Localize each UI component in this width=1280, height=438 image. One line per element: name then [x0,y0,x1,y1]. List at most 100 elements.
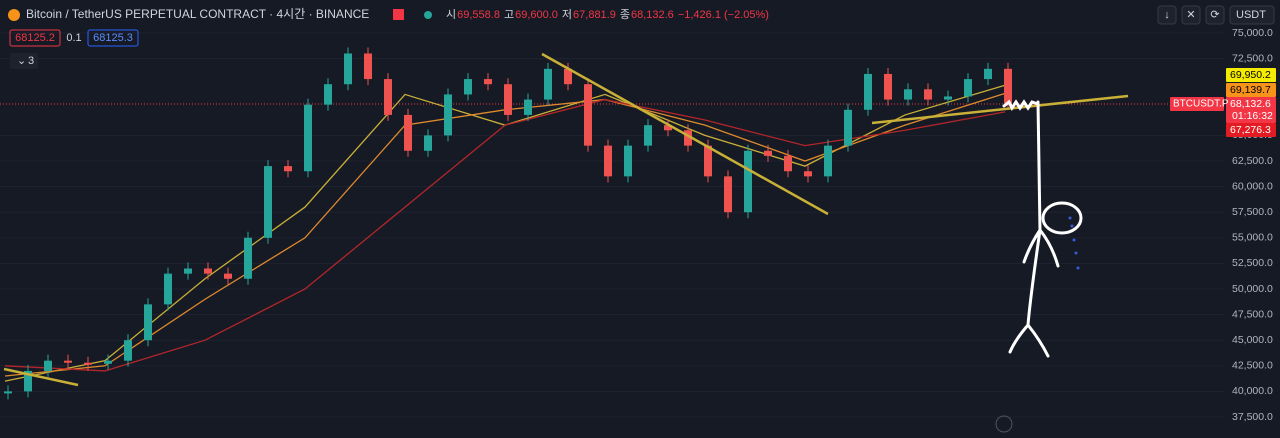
status-dot [424,11,432,19]
spread: 0.1 [66,32,81,44]
countdown: 01:16:32 [1232,110,1273,122]
candle [864,73,872,110]
price-tags: 69,950.2 69,139.7 68,132.601:16:32 67,276.3… [1170,68,1276,137]
candle [64,360,72,363]
candle [344,53,352,85]
sell-price[interactable]: 68125.2 [15,32,55,44]
price-tag-label: 67,276.3 [1230,124,1271,136]
candle [284,166,292,172]
candle [584,84,592,146]
candle [224,273,232,279]
ohlc-value: 69,600.0 [515,9,558,21]
price-tick-label: 57,500.0 [1232,206,1273,218]
trend-line [871,94,1129,125]
trend-line [3,367,79,387]
candle [424,135,432,151]
candle [84,362,92,365]
candle [364,53,372,80]
tool-button[interactable] [1157,5,1177,25]
icon: ⟳ [1210,9,1219,21]
candle [604,145,612,177]
price-tag [1226,83,1276,97]
price-tag [1226,68,1276,82]
price-tick-label: 55,000.0 [1232,232,1273,244]
candle [944,96,952,100]
replay-icon[interactable] [995,415,1013,433]
candle [664,125,672,131]
currency[interactable]: USDT [1236,9,1266,21]
ohlc-value: 69,558.8 [457,9,500,21]
candle [324,84,332,105]
tears [1068,216,1080,270]
ohlc-value: 67,881.9 [573,9,616,21]
figure-body [1002,99,1060,358]
candle [384,79,392,115]
tool-button[interactable] [1181,5,1201,25]
candle [164,273,172,305]
price-axis: 75,000.072,500.065,000.062,500.060,000.0… [1232,27,1273,423]
candle [404,114,412,151]
candle [524,99,532,115]
candle [844,109,852,146]
candle [124,340,132,361]
candle [784,155,792,172]
candle [964,79,972,97]
candle [624,145,632,177]
price-tick-label: 42,500.0 [1232,360,1273,372]
candle [464,79,472,95]
candle [4,391,12,394]
price-tick-label: 72,500.0 [1232,52,1273,64]
candle [44,360,52,371]
candle [924,89,932,100]
candle [484,79,492,85]
flag [393,9,404,20]
candle [704,145,712,177]
ohlc-label: 고 [504,9,514,21]
candle [204,268,212,274]
price-tag [1226,123,1276,137]
price-tick-label: 75,000.0 [1232,27,1273,39]
candle [984,68,992,80]
candle [304,104,312,172]
buy-price[interactable]: 68125.3 [93,32,133,44]
candle [264,166,272,238]
candle [184,268,192,274]
ohlc-label: 저 [562,8,572,21]
price-tick-label: 60,000.0 [1232,180,1273,192]
plot [0,32,1225,418]
ohlc-label: 시 [446,9,456,21]
candle [244,237,252,279]
tool-button[interactable] [1205,5,1225,25]
candle [684,130,692,146]
currency-button[interactable] [1229,5,1275,25]
price-tag [1226,97,1276,123]
trend-lines [3,52,1129,387]
price-tick-label: 52,500.0 [1232,257,1273,269]
icon: ✕ [1186,9,1195,21]
candle [1004,68,1012,104]
ohlc: 시 69,558.8 고 69,600.0 저 67,881.9 종 68,132.6 −1,4… [446,8,769,21]
price-tick-label: 47,500.0 [1232,308,1273,320]
symbol-tag-label: BTCUSDT.P [1173,99,1229,110]
candle [444,94,452,136]
candle [824,145,832,177]
indicator-toggle[interactable] [10,53,38,69]
price-tick-label: 45,000.0 [1232,334,1273,346]
stick-figure [1002,99,1083,358]
indicator-count[interactable]: 3 [28,55,34,67]
price-tick-label: 50,000.0 [1232,283,1273,295]
price-tick-label: 40,000.0 [1232,385,1273,397]
candle [904,89,912,100]
toolbar [1157,5,1275,25]
buy-box[interactable] [87,29,139,47]
price-tag-label: 68,132.6 [1230,98,1271,110]
sell-box[interactable] [9,29,61,47]
candle [744,150,752,213]
symbol: Bitcoin / TetherUS PERPETUAL CONTRACT · … [26,7,369,21]
ohlc-value: 68,132.6 [631,9,674,21]
price-tick-label: 37,500.0 [1232,411,1273,423]
ohlc-label: 종 [620,9,630,21]
